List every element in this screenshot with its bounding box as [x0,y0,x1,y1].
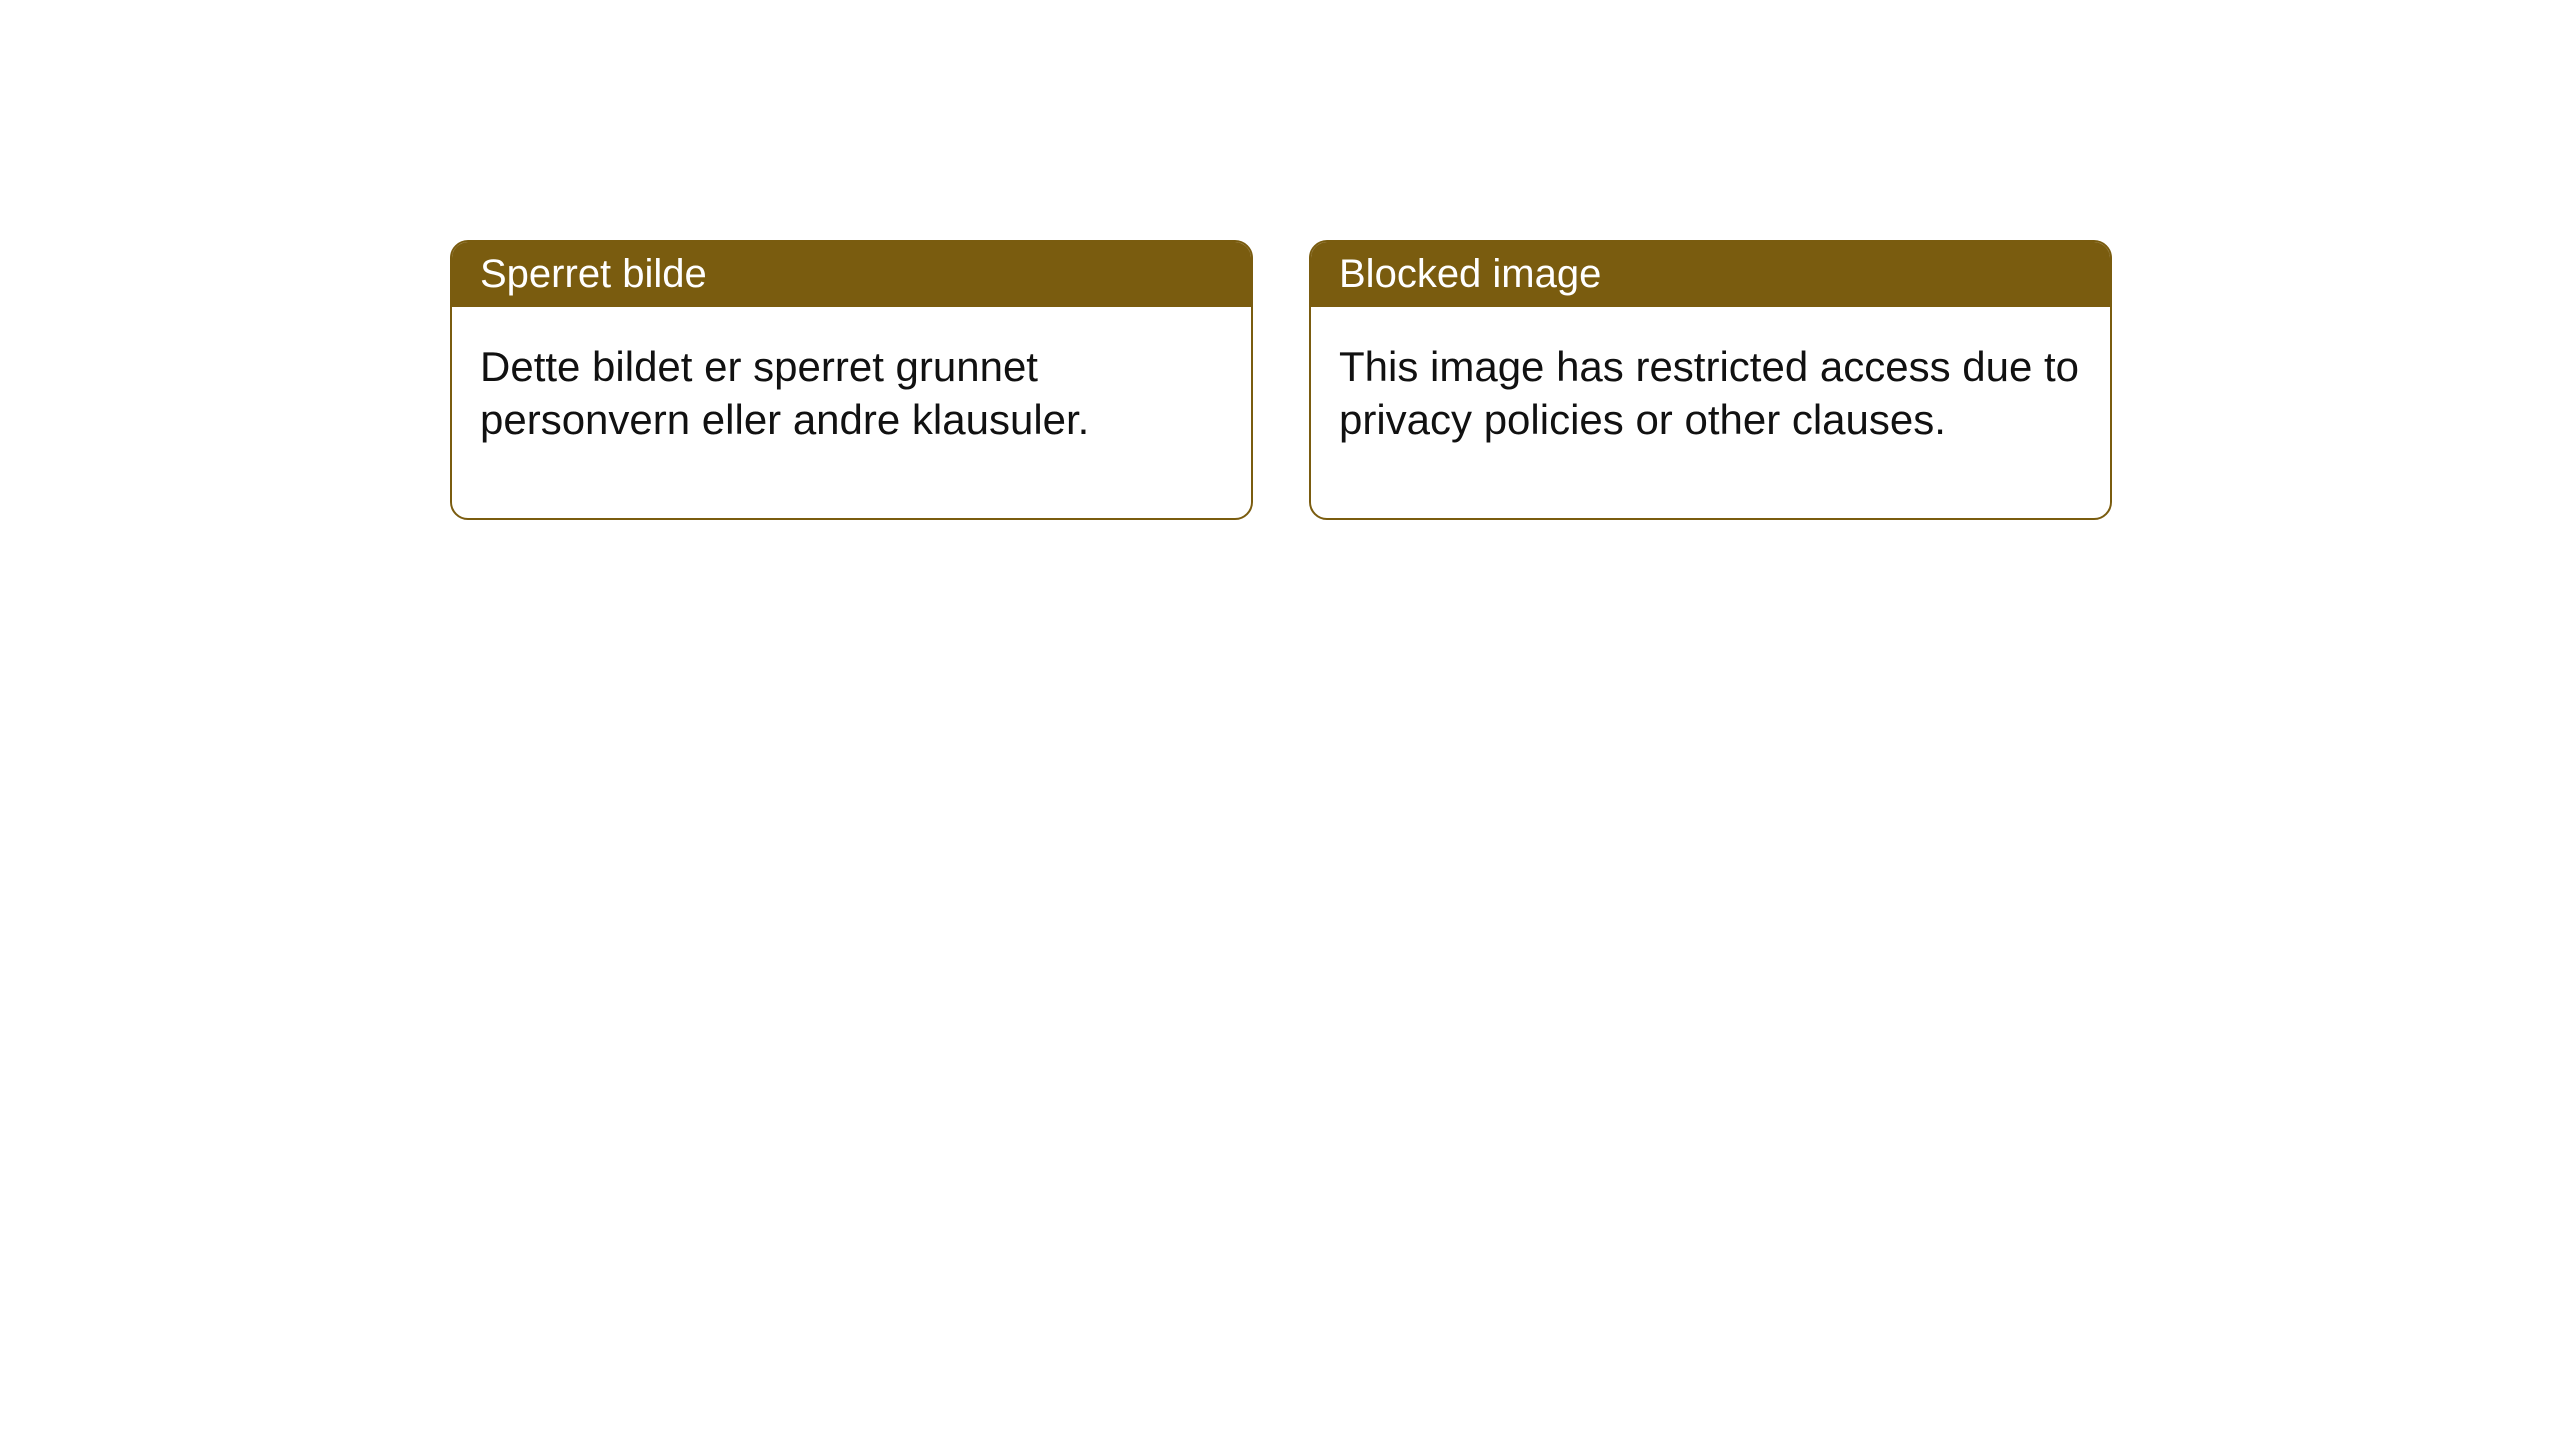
notice-card-english: Blocked image This image has restricted … [1309,240,2112,520]
notice-card-norwegian: Sperret bilde Dette bildet er sperret gr… [450,240,1253,520]
notice-header: Sperret bilde [452,242,1251,307]
notice-body: Dette bildet er sperret grunnet personve… [452,307,1251,518]
notice-container: Sperret bilde Dette bildet er sperret gr… [450,240,2112,520]
notice-body: This image has restricted access due to … [1311,307,2110,518]
notice-header: Blocked image [1311,242,2110,307]
